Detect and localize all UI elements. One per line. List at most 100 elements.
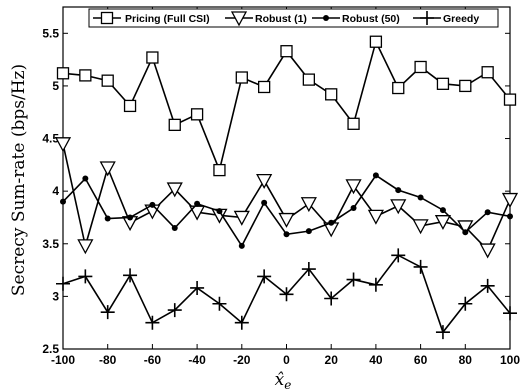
y-tick-label: 5 [52,79,59,93]
legend-entry-robust-50: Robust (50) [312,13,400,25]
data-point-plus [279,287,294,302]
data-point-dot [372,172,379,179]
data-point-triangle [278,212,295,228]
data-point-square [79,69,92,82]
y-tick-label: 2.5 [42,342,59,356]
data-point-square [168,118,181,132]
data-point-plus [301,262,316,277]
data-point-dot [323,15,329,21]
data-point-dot [417,194,424,201]
data-point-triangle [256,173,273,190]
data-point-plus [480,278,495,293]
x-tick-label: 0 [283,353,290,367]
data-point-square [56,67,70,80]
data-point-plus [145,315,160,330]
x-axis-title: x̂e [275,370,292,391]
data-point-triangle [479,243,496,259]
data-point-square [101,74,114,87]
data-point-triangle [345,179,362,195]
data-point-dot [171,224,178,231]
data-point-square [280,45,293,58]
data-point-plus [413,259,428,274]
data-point-triangle [233,210,250,226]
data-point-plus [212,296,227,311]
y-tick-label: 3.5 [42,237,59,251]
data-point-dot [261,199,268,206]
y-tick-label: 5.5 [42,26,59,40]
data-point-square [100,11,114,25]
data-point-square [347,117,360,130]
data-point-dot [194,200,201,207]
data-point-plus [368,277,383,292]
data-point-plus [391,248,406,263]
data-point-plus [56,276,70,291]
data-point-square [325,88,338,101]
x-tick-label: 20 [325,353,339,367]
data-point-plus [346,272,361,287]
legend-label: Pricing (Full CSI) [125,13,210,25]
x-tick-label: -100 [51,353,75,367]
data-point-square [369,35,383,48]
x-tick-label: -20 [233,353,251,367]
data-point-square [481,66,494,79]
data-point-dot [350,204,357,211]
data-point-dot [60,198,66,205]
data-point-triangle [367,209,384,225]
x-tick-label: -60 [144,353,162,367]
data-point-square [459,79,472,93]
data-point-dot [104,215,111,222]
data-point-dot [238,242,245,249]
data-point-dot [305,228,312,235]
data-point-dot [462,229,469,236]
data-point-plus [420,11,434,25]
data-point-triangle [412,219,429,235]
data-point-dot [484,209,491,216]
data-point-plus [503,306,517,321]
data-point-triangle [300,197,317,213]
data-point-square [392,81,405,95]
x-tick-label: -40 [188,353,206,367]
y-axis-title: Secrecy Sum-rate (bps/Hz) [9,64,29,296]
data-point-plus [435,325,450,340]
data-point-plus [100,305,115,320]
x-tick-label: 100 [500,353,520,367]
series-robust-50 [60,172,513,249]
data-point-triangle [457,220,474,236]
data-point-triangle [166,182,183,198]
y-tick-label: 4 [52,184,59,198]
data-point-square [302,73,316,86]
data-point-triangle [434,215,452,231]
data-point-square [436,77,450,90]
data-point-square [235,71,248,84]
data-point-square [257,80,271,94]
data-point-triangle [230,11,248,27]
legend-entry-robust-1: Robust (1) [225,11,307,27]
data-point-dot [127,214,134,221]
series-robust-1 [54,137,519,259]
series-greedy [56,248,517,340]
data-point-dot [82,175,89,182]
data-point-dot [283,231,290,238]
data-point-dot [216,208,223,215]
data-point-dot [395,187,402,194]
plot-area: -100 -80 -60 -40 -20 0 20 40 60 80 100 2.5 3 3.5 4 4.5 5… [42,6,520,367]
data-point-triangle [77,239,94,255]
data-point-plus [324,291,339,306]
data-point-plus [257,269,272,284]
x-axis-title-main: x̂ [275,370,285,390]
legend-box [88,8,499,28]
y-tick-label: 3 [52,289,59,303]
data-point-square [123,99,137,113]
data-point-plus [190,280,205,295]
data-point-triangle [501,192,519,208]
x-tick-label: -80 [99,353,117,367]
data-point-dot [328,219,335,226]
legend-label: Robust (1) [255,13,307,25]
y-tick-label: 4.5 [42,132,59,146]
data-point-square [503,93,517,106]
legend-entry-pricing-full-csi: Pricing (Full CSI) [93,11,210,25]
data-point-square [190,108,204,121]
data-point-square [146,51,159,64]
x-tick-label: 80 [459,353,473,367]
